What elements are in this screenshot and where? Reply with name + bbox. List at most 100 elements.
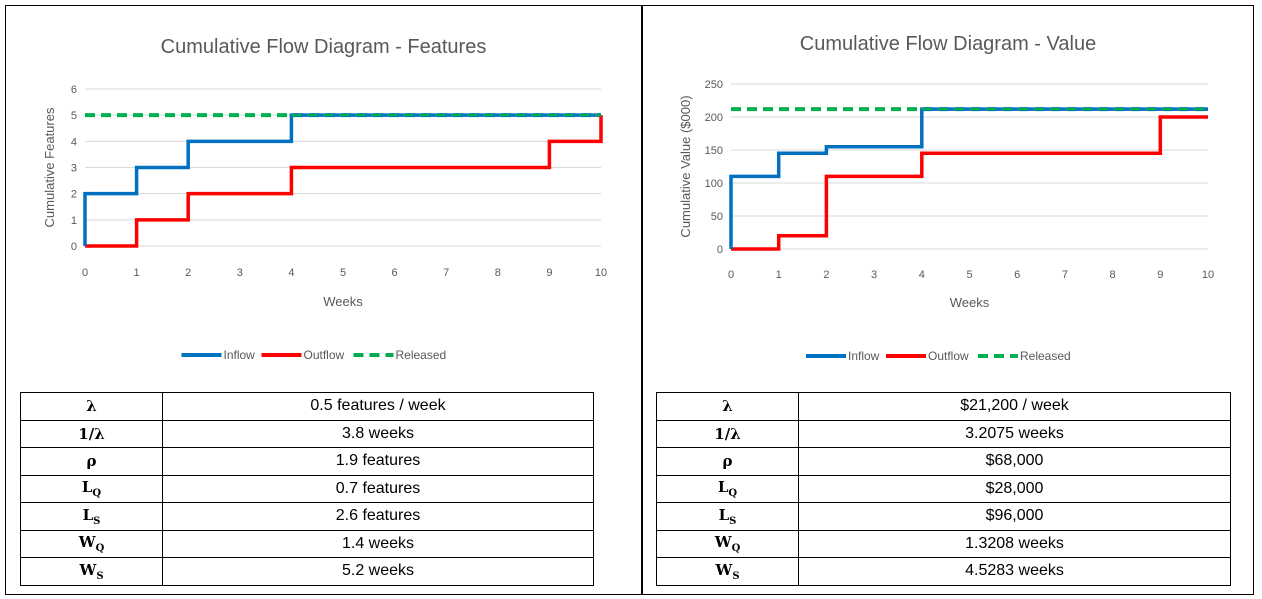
right-panel: Cumulative Flow Diagram - Value 0 50 100 150… bbox=[642, 5, 1254, 595]
metric-symbol: 1/λ bbox=[656, 419, 799, 448]
metric-value: 1.9 features bbox=[162, 447, 594, 476]
x-tick-label: 9 bbox=[1157, 269, 1163, 281]
y-axis-label: Cumulative Features bbox=[42, 107, 57, 227]
y-tick-label: 250 bbox=[705, 79, 723, 91]
value-chart: Cumulative Flow Diagram - Value050100150… bbox=[678, 33, 1214, 363]
legend-label: Released bbox=[396, 348, 447, 362]
y-tick-label: 100 bbox=[705, 178, 723, 190]
metric-value: 2.6 features bbox=[162, 502, 594, 531]
metric-subscript: S bbox=[729, 515, 737, 527]
metric-symbol-text: L bbox=[718, 505, 730, 524]
metric-subscript: Q bbox=[731, 543, 741, 555]
chart-title: Cumulative Flow Diagram - Features bbox=[161, 36, 487, 58]
metric-value: 1.3208 weeks bbox=[798, 529, 1231, 558]
y-tick-label: 150 bbox=[705, 145, 723, 157]
metric-value: 0.5 features / week bbox=[162, 392, 594, 421]
metric-value: $68,000 bbox=[798, 447, 1231, 476]
metric-subscript: S bbox=[96, 570, 104, 582]
metric-symbol-text: L bbox=[717, 478, 729, 497]
features-chart: Cumulative Flow Diagram - Features 0 1 2 3 4 5… bbox=[42, 36, 607, 362]
metric-value: 4.5283 weeks bbox=[798, 557, 1231, 586]
metric-value: 5.2 weeks bbox=[162, 557, 594, 586]
y-tick-label: 50 bbox=[711, 211, 723, 223]
metric-symbol: ρ bbox=[20, 447, 163, 476]
metric-row: WQ 1.4 weeks bbox=[20, 529, 594, 558]
metric-value: 3.8 weeks bbox=[162, 419, 594, 448]
metric-symbol: WS bbox=[656, 557, 799, 586]
metric-symbol: LS bbox=[656, 502, 799, 531]
metric-row: WQ 1.3208 weeks bbox=[656, 529, 1231, 558]
x-tick-label: 4 bbox=[288, 267, 294, 279]
metric-subscript: Q bbox=[92, 488, 102, 500]
value-chart-area: Cumulative Flow Diagram - Value 0 50 100 150… bbox=[643, 6, 1253, 399]
metric-row: LQ 0.7 features bbox=[20, 474, 594, 503]
y-tick-label: 2 bbox=[71, 189, 77, 201]
x-tick-label: 0 bbox=[82, 267, 88, 279]
series-line-inflow bbox=[83, 113, 601, 246]
x-tick-label: 2 bbox=[185, 267, 191, 279]
y-tick-label: 200 bbox=[705, 112, 723, 124]
metric-value: 1.4 weeks bbox=[162, 529, 594, 558]
metric-symbol-text: ρ bbox=[86, 452, 97, 471]
metric-symbol-text: 1/λ bbox=[78, 424, 105, 443]
metric-row: λ 0.5 features / week bbox=[20, 392, 594, 421]
metric-symbol: LQ bbox=[656, 474, 799, 503]
x-tick-label: 3 bbox=[871, 269, 877, 281]
left-panel: Cumulative Flow Diagram - Features 0 1 2 3 4 5… bbox=[5, 5, 642, 595]
x-tick-label: 1 bbox=[776, 269, 782, 281]
metric-symbol-text: 1/λ bbox=[714, 424, 741, 443]
value-metrics-table: λ $21,200 / week 1/λ 3.2075 weeks ρ $68,000 LQ… bbox=[656, 392, 1231, 586]
metric-symbol: WQ bbox=[20, 529, 163, 558]
x-tick-label: 7 bbox=[1062, 269, 1068, 281]
x-tick-label: 6 bbox=[392, 267, 398, 279]
metric-symbol-text: λ bbox=[722, 397, 733, 416]
y-tick-label: 5 bbox=[71, 110, 77, 122]
x-tick-label: 5 bbox=[340, 267, 346, 279]
metric-row: λ $21,200 / week bbox=[656, 392, 1231, 421]
x-tick-label: 4 bbox=[919, 269, 925, 281]
metric-symbol-text: W bbox=[714, 533, 732, 552]
x-tick-label: 9 bbox=[546, 267, 552, 279]
x-tick-label: 1 bbox=[134, 267, 140, 279]
metric-row: LS $96,000 bbox=[656, 502, 1231, 531]
x-axis-label: Weeks bbox=[950, 295, 990, 310]
series-line-outflow bbox=[85, 115, 603, 248]
metric-subscript: S bbox=[93, 515, 101, 527]
metric-row: LQ $28,000 bbox=[656, 474, 1231, 503]
y-tick-label: 0 bbox=[71, 241, 77, 253]
x-tick-label: 10 bbox=[1202, 269, 1214, 281]
metric-symbol: LQ bbox=[20, 474, 163, 503]
legend-label: Outflow bbox=[304, 348, 345, 362]
series-line-outflow bbox=[731, 115, 1208, 251]
metric-row: ρ $68,000 bbox=[656, 447, 1231, 476]
metric-subscript: Q bbox=[728, 488, 738, 500]
metric-value: $21,200 / week bbox=[798, 392, 1231, 421]
metric-symbol: WQ bbox=[656, 529, 799, 558]
series-line-inflow bbox=[729, 107, 1208, 249]
x-tick-label: 2 bbox=[823, 269, 829, 281]
y-tick-label: 0 bbox=[717, 244, 723, 256]
metric-subscript: S bbox=[732, 570, 740, 582]
metric-row: 1/λ 3.2075 weeks bbox=[656, 419, 1231, 448]
y-tick-label: 1 bbox=[71, 215, 77, 227]
x-tick-label: 8 bbox=[1110, 269, 1116, 281]
metric-value: $28,000 bbox=[798, 474, 1231, 503]
metric-symbol-text: W bbox=[79, 560, 97, 579]
metric-symbol: WS bbox=[20, 557, 163, 586]
x-tick-label: 0 bbox=[728, 269, 734, 281]
y-axis-label: Cumulative Value ($000) bbox=[678, 95, 693, 237]
metric-symbol-text: W bbox=[715, 560, 733, 579]
x-axis-label: Weeks bbox=[323, 294, 363, 309]
metric-row: WS 4.5283 weeks bbox=[656, 557, 1231, 586]
metric-value: 0.7 features bbox=[162, 474, 594, 503]
metric-symbol-text: L bbox=[81, 478, 93, 497]
metric-symbol: LS bbox=[20, 502, 163, 531]
metric-symbol: ρ bbox=[656, 447, 799, 476]
x-tick-label: 3 bbox=[237, 267, 243, 279]
metric-symbol-text: L bbox=[82, 505, 94, 524]
x-tick-label: 8 bbox=[495, 267, 501, 279]
x-tick-label: 5 bbox=[966, 269, 972, 281]
metric-subscript: Q bbox=[95, 543, 105, 555]
metric-value: 3.2075 weeks bbox=[798, 419, 1231, 448]
x-tick-label: 10 bbox=[595, 267, 607, 279]
